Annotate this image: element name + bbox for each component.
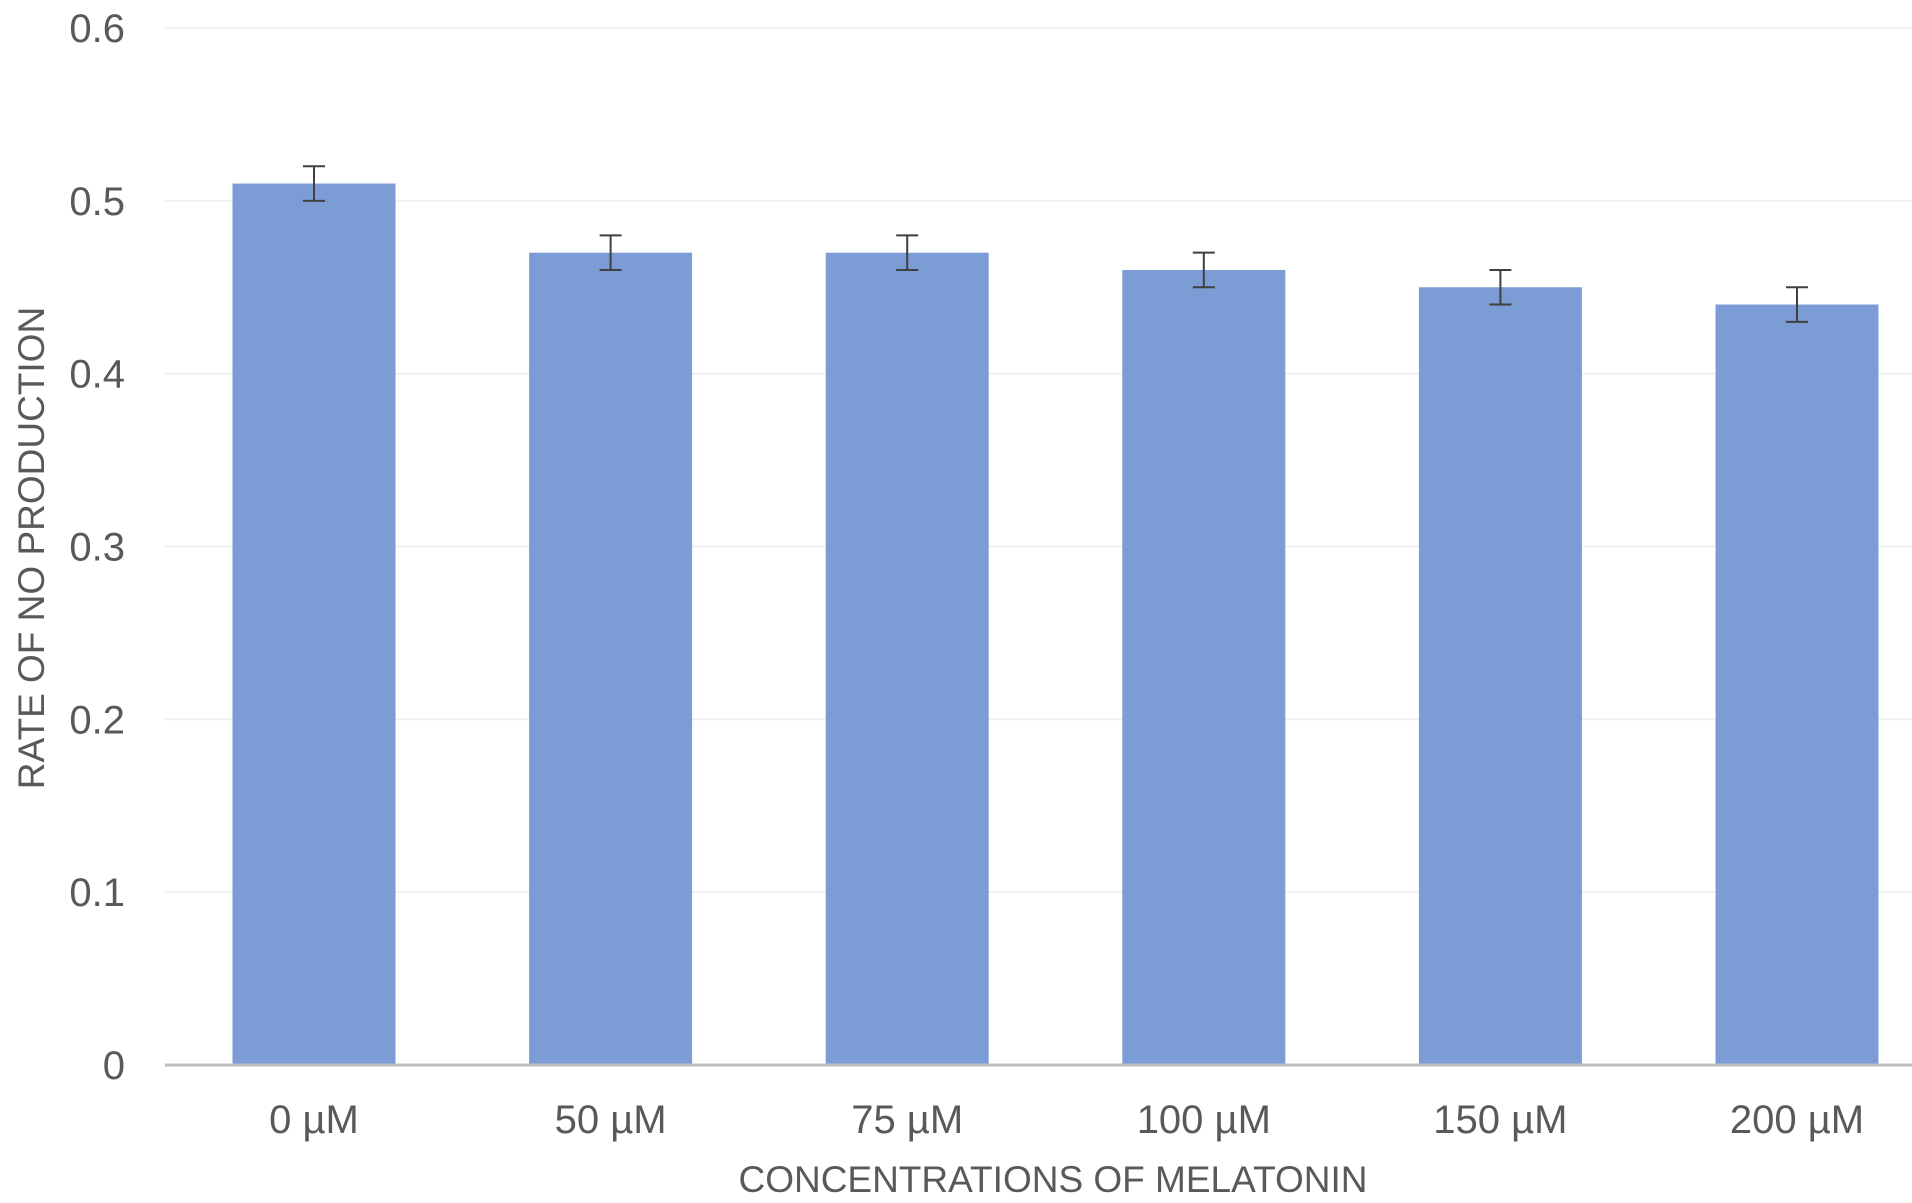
- error-bar: [599, 234, 622, 271]
- bar: [529, 252, 693, 1065]
- error-bar: [303, 165, 325, 202]
- bars: [232, 183, 1879, 1066]
- bar: [825, 252, 989, 1065]
- y-tick-label: 0.6: [69, 7, 125, 51]
- x-tick-label: 0 µM: [269, 1098, 359, 1142]
- y-tick-label: 0: [103, 1044, 125, 1088]
- y-tick-label: 0.1: [69, 871, 125, 915]
- bar: [1122, 269, 1286, 1065]
- bar: [1418, 287, 1582, 1065]
- x-axis-title: CONCENTRATIONS OF MELATONIN: [738, 1159, 1367, 1200]
- error-bar: [1489, 268, 1512, 306]
- x-tick-label: 75 µM: [851, 1098, 963, 1142]
- y-axis-title: RATE OF NO PRODUCTION: [11, 307, 52, 789]
- bar: [1715, 304, 1879, 1065]
- y-tick-label: 0.3: [69, 526, 125, 570]
- error-bar: [896, 234, 919, 271]
- y-tick-labels: 0 0.1 0.2 0.3 0.4 0.5 0.6: [69, 7, 125, 1088]
- y-tick-label: 0.5: [69, 180, 125, 224]
- x-tick-label: 200 µM: [1730, 1098, 1864, 1142]
- gridlines: [165, 27, 1912, 893]
- y-tick-label: 0.4: [69, 353, 125, 397]
- error-bar: [1192, 251, 1215, 289]
- x-tick-labels: 0 µM 50 µM 75 µM 100 µM 150 µM 200 µM: [269, 1098, 1864, 1142]
- error-bars: [303, 165, 1808, 323]
- x-tick-label: 150 µM: [1433, 1098, 1567, 1142]
- x-tick-label: 50 µM: [555, 1098, 667, 1142]
- x-tick-label: 100 µM: [1137, 1098, 1271, 1142]
- error-bar: [1786, 286, 1808, 323]
- y-tick-label: 0.2: [69, 698, 125, 742]
- bar: [232, 183, 396, 1066]
